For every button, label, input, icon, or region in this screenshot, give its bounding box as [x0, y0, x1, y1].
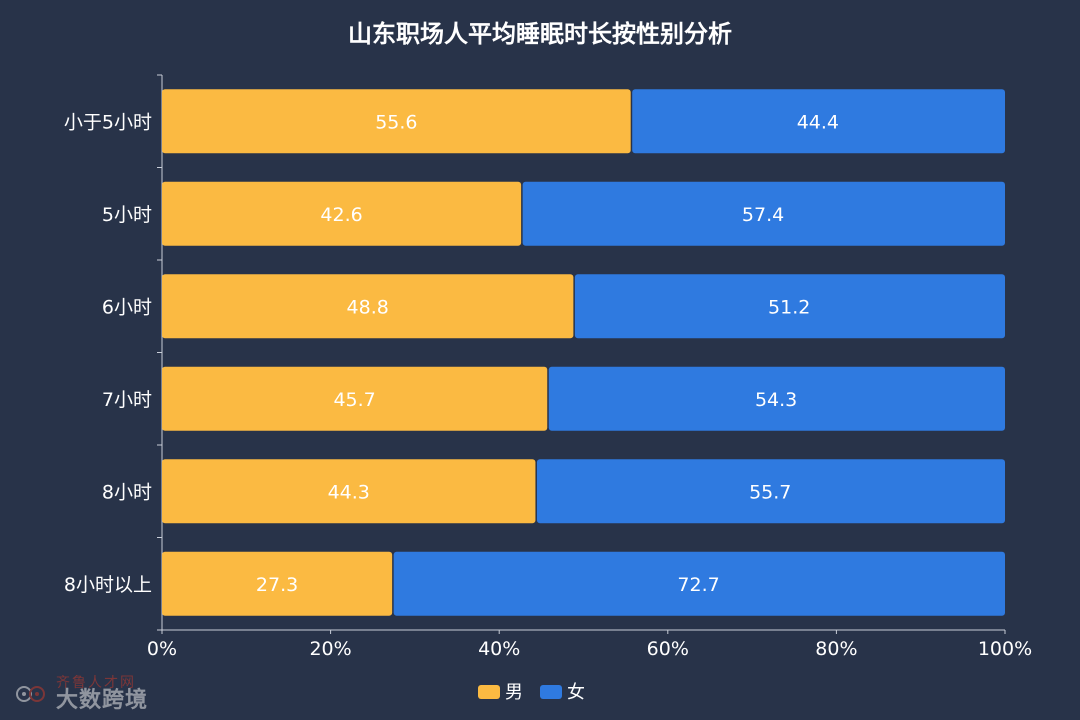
- bar-segment: [522, 181, 1005, 246]
- data-label: 42.6: [320, 204, 362, 226]
- bar-segment: [162, 366, 548, 431]
- y-tick-label: 7小时: [102, 389, 152, 411]
- x-tick-label: 60%: [647, 638, 689, 660]
- watermark-line2: 大数跨境: [56, 688, 149, 713]
- bar-segment: [536, 459, 1005, 524]
- data-label: 55.7: [749, 481, 791, 503]
- x-tick-label: 100%: [978, 638, 1032, 660]
- data-label: 72.7: [677, 574, 719, 596]
- legend: 男女: [478, 682, 585, 703]
- bar-segment: [393, 551, 1005, 616]
- bar-segment: [548, 366, 1005, 431]
- watermark-line1: 齐鲁人才网: [56, 675, 136, 691]
- bar-segment: [162, 274, 574, 339]
- data-label: 55.6: [375, 111, 417, 133]
- legend-label: 男: [505, 682, 523, 703]
- bar-segment: [162, 551, 393, 616]
- data-label: 44.3: [328, 481, 370, 503]
- x-tick-label: 20%: [309, 638, 351, 660]
- legend-label: 女: [567, 682, 585, 703]
- bar-segment: [162, 181, 522, 246]
- legend-swatch: [478, 685, 500, 699]
- watermark: 齐鲁人才网 大数跨境: [14, 676, 148, 712]
- bar-segment: [574, 274, 1005, 339]
- bar-segment: [632, 89, 1005, 154]
- x-tick-label: 0%: [147, 638, 177, 660]
- data-label: 45.7: [333, 389, 375, 411]
- data-label: 54.3: [755, 389, 797, 411]
- x-tick-label: 80%: [815, 638, 857, 660]
- plot-area: 小于5小时 55.6 44.4 5小时 42.6 57.4 6小时 48.8 51.2 7小时 45…: [64, 74, 1032, 660]
- data-label: 51.2: [768, 296, 810, 318]
- x-tick-label: 40%: [478, 638, 520, 660]
- bar-segment: [162, 459, 536, 524]
- chart-title: 山东职场人平均睡眠时长按性别分析: [348, 20, 732, 48]
- y-tick-label: 8小时以上: [64, 574, 152, 596]
- data-label: 48.8: [347, 296, 389, 318]
- y-tick-label: 5小时: [102, 204, 152, 226]
- y-tick-label: 小于5小时: [64, 111, 152, 133]
- data-label: 27.3: [256, 574, 298, 596]
- data-label: 57.4: [742, 204, 784, 226]
- bar-segment: [162, 89, 631, 154]
- legend-swatch: [540, 685, 562, 699]
- y-tick-label: 8小时: [102, 481, 152, 503]
- watermark-logo-icon: [14, 680, 50, 708]
- y-tick-label: 6小时: [102, 296, 152, 318]
- data-label: 44.4: [797, 111, 839, 133]
